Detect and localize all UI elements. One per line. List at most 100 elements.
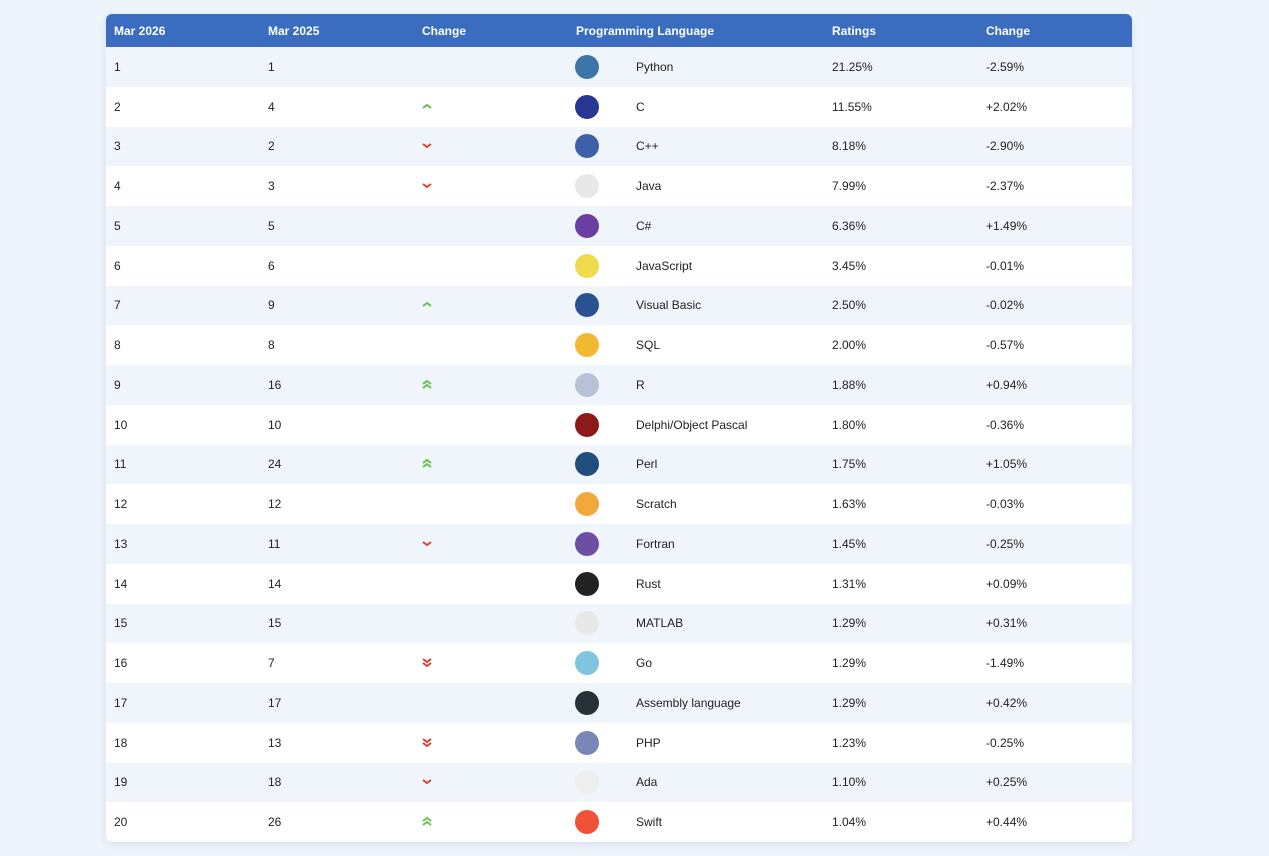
table-row: 2 4 C 11.55% +2.02% bbox=[106, 87, 1132, 127]
language-name: SQL bbox=[636, 338, 661, 353]
chevron bbox=[422, 103, 432, 109]
language-name: Fortran bbox=[636, 536, 675, 551]
rating: 1.29% bbox=[832, 656, 867, 671]
rating-change: -0.02% bbox=[986, 298, 1025, 313]
table-row: 1 1 Python 21.25% -2.59% bbox=[106, 47, 1132, 87]
trend-down-icon bbox=[422, 658, 432, 668]
chevron bbox=[422, 143, 432, 149]
rank-previous: 2 bbox=[268, 139, 275, 154]
rating-change: +0.42% bbox=[986, 695, 1028, 710]
rating-change: -2.59% bbox=[986, 59, 1025, 74]
rank-current: 16 bbox=[114, 656, 128, 671]
language-name: PHP bbox=[636, 735, 661, 750]
header-cell: Change bbox=[422, 23, 467, 38]
rating-change: +2.02% bbox=[986, 99, 1028, 114]
chevron bbox=[422, 779, 432, 785]
table-row: 4 3 Java 7.99% -2.37% bbox=[106, 166, 1132, 206]
rank-previous: 16 bbox=[268, 377, 282, 392]
language-name: R bbox=[636, 377, 645, 392]
rating: 2.50% bbox=[832, 298, 867, 313]
language-name: Python bbox=[636, 59, 674, 74]
language-logo bbox=[575, 571, 599, 596]
table-row: 7 9 Visual Basic 2.50% -0.02% bbox=[106, 285, 1132, 326]
rating: 1.31% bbox=[832, 576, 867, 591]
rank-previous: 15 bbox=[268, 616, 282, 631]
table-row: 14 14 Rust 1.31% +0.09% bbox=[106, 564, 1132, 604]
rating: 1.29% bbox=[832, 695, 867, 710]
chevron bbox=[422, 459, 432, 465]
trend-up-icon bbox=[422, 379, 432, 389]
table-row: 8 8 SQL 2.00% -0.57% bbox=[106, 325, 1132, 365]
rating: 21.25% bbox=[832, 59, 873, 74]
rating: 1.10% bbox=[832, 775, 867, 790]
rating-change: -0.03% bbox=[986, 497, 1025, 512]
rating-change: +0.44% bbox=[986, 815, 1028, 830]
table-row: 10 10 Delphi/Object Pascal 1.80% -0.36% bbox=[106, 405, 1132, 445]
rating: 7.99% bbox=[832, 179, 867, 194]
table-row: 19 18 Ada 1.10% +0.25% bbox=[106, 762, 1132, 803]
rank-current: 10 bbox=[114, 417, 128, 432]
chevron bbox=[422, 816, 432, 822]
rank-previous: 14 bbox=[268, 576, 282, 591]
language-logo bbox=[575, 492, 599, 517]
rating: 1.04% bbox=[832, 815, 867, 830]
table-row: 12 12 Scratch 1.63% -0.03% bbox=[106, 484, 1132, 524]
rating: 1.63% bbox=[832, 497, 867, 512]
language-logo bbox=[575, 412, 599, 437]
language-logo bbox=[575, 293, 599, 318]
rank-current: 9 bbox=[114, 377, 121, 392]
language-name: MATLAB bbox=[636, 616, 684, 631]
chevron bbox=[422, 820, 432, 826]
rating-change: -1.49% bbox=[986, 656, 1025, 671]
rank-previous: 9 bbox=[268, 298, 275, 313]
language-logo bbox=[575, 54, 599, 79]
rank-current: 12 bbox=[114, 497, 128, 512]
table-row: 18 13 PHP 1.23% -0.25% bbox=[106, 723, 1132, 763]
language-name: Scratch bbox=[636, 497, 677, 512]
rating-change: -0.57% bbox=[986, 338, 1025, 353]
rating: 1.88% bbox=[832, 377, 867, 392]
language-logo bbox=[575, 333, 599, 358]
chevron bbox=[422, 183, 432, 189]
trend-down-icon bbox=[422, 143, 432, 149]
rank-previous: 18 bbox=[268, 775, 282, 790]
rating-change: +0.25% bbox=[986, 775, 1028, 790]
table-row: 20 26 Swift 1.04% +0.44% bbox=[106, 802, 1132, 842]
rank-current: 4 bbox=[114, 179, 121, 194]
table-row: 5 5 C# 6.36% +1.49% bbox=[106, 206, 1132, 246]
language-name: Swift bbox=[636, 815, 663, 830]
language-name: C bbox=[636, 99, 645, 114]
table-body: 1 1 Python 21.25% -2.59% 2 4 C 11.55% +2.02% 3 2 C++… bbox=[106, 47, 1132, 842]
language-logo bbox=[575, 372, 599, 397]
table-row: 16 7 Go 1.29% -1.49% bbox=[106, 643, 1132, 683]
rank-previous: 8 bbox=[268, 338, 275, 353]
rank-previous: 13 bbox=[268, 735, 282, 750]
language-logo bbox=[575, 94, 599, 119]
language-logo bbox=[575, 810, 599, 835]
rating: 1.29% bbox=[832, 616, 867, 631]
rank-current: 5 bbox=[114, 218, 121, 233]
rank-current: 18 bbox=[114, 735, 128, 750]
rating: 1.23% bbox=[832, 735, 867, 750]
chevron bbox=[422, 737, 432, 743]
rank-current: 20 bbox=[114, 815, 128, 830]
language-logo bbox=[575, 690, 599, 715]
language-logo bbox=[575, 770, 599, 795]
trend-up-icon bbox=[422, 302, 432, 308]
rating-change: +0.09% bbox=[986, 576, 1028, 591]
table-row: 17 17 Assembly language 1.29% +0.42% bbox=[106, 683, 1132, 723]
language-name: Perl bbox=[636, 457, 658, 472]
rank-current: 15 bbox=[114, 616, 128, 631]
table-row: 13 11 Fortran 1.45% -0.25% bbox=[106, 524, 1132, 564]
rating: 3.45% bbox=[832, 258, 867, 273]
rating-change: -0.36% bbox=[986, 417, 1025, 432]
language-logo bbox=[575, 611, 599, 636]
ranking-table: Mar 2026 Mar 2025 Change Programming Langua… bbox=[106, 14, 1132, 842]
header-cell: Ratings bbox=[832, 23, 877, 38]
table-row: 11 24 Perl 1.75% +1.05% bbox=[106, 444, 1132, 485]
chevron bbox=[422, 658, 432, 664]
rating: 11.55% bbox=[832, 99, 872, 114]
rating-change: -2.90% bbox=[986, 139, 1025, 154]
rating-change: -2.37% bbox=[986, 179, 1025, 194]
